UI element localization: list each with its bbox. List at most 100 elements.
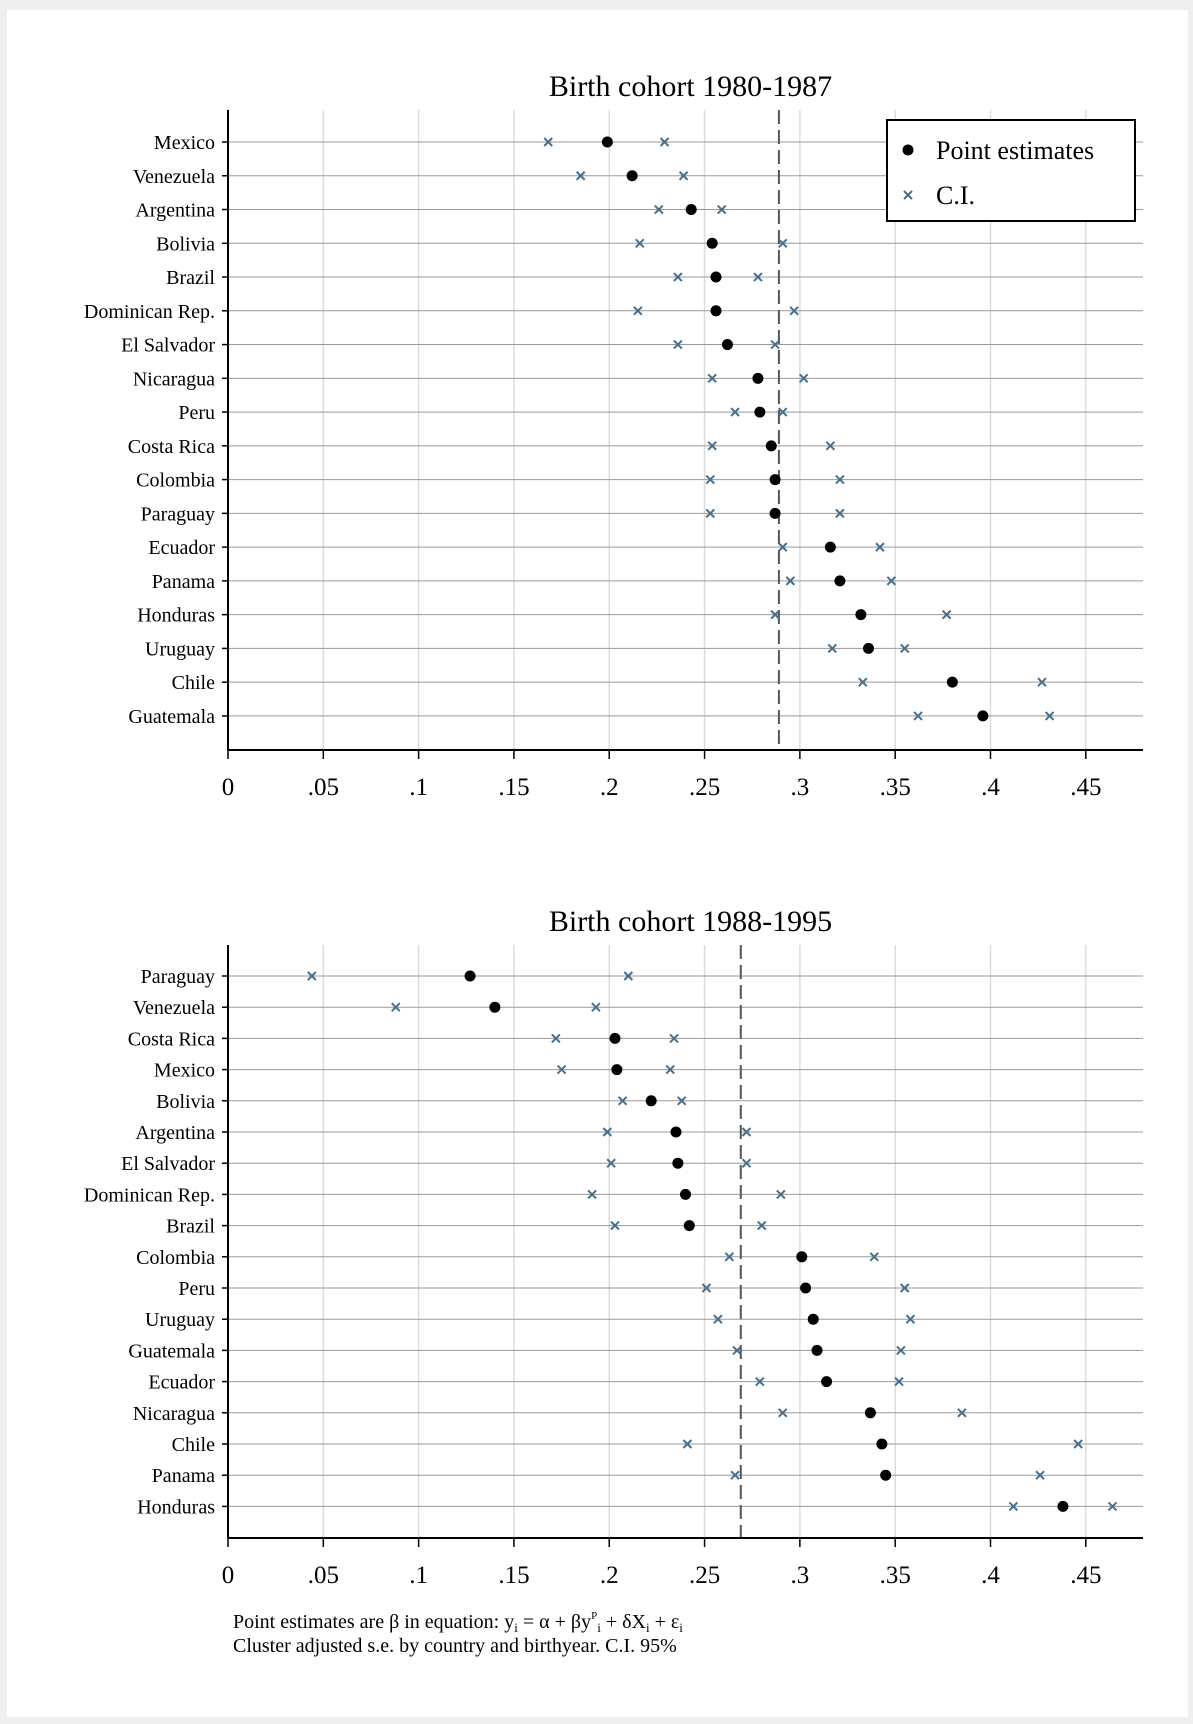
ci-marker [678,171,689,181]
x-tick-label: .4 [981,1562,1000,1589]
category-label: Argentina [135,200,215,222]
panel-cohort-1988-1995: 0 .05 .1 .15 .2 .25 .3 .35 .4 .45 Birth cohort 198… [84,905,1143,1589]
x-tick-label: .15 [498,774,529,801]
ci-marker [659,137,670,147]
x-tick-label: .45 [1070,774,1101,801]
chart-title: Birth cohort 1988-1995 [549,905,832,938]
ci-marker [770,609,780,620]
ci-marker [556,1064,567,1075]
ci-marker [682,1439,693,1449]
category-label: Venezuela [133,166,215,188]
x-tick-label: .05 [308,774,339,801]
ci-marker [941,609,952,620]
x-tick-label: .4 [981,774,1000,801]
point-estimate [855,609,867,621]
category-label: Nicaragua [133,368,215,390]
category-label: Colombia [136,1247,215,1269]
ci-marker [717,204,727,215]
category-label: Costa Rica [128,1028,215,1050]
point-estimate [769,507,781,519]
point-estimate [706,237,718,249]
ci-marker [587,1189,597,1200]
category-label: Brazil [166,267,215,289]
ci-marker [1073,1439,1083,1449]
ci-marker [900,1283,910,1293]
figure-svg: 0 .05 .1 .15 .2 .25 .3 .35 .4 .45 Birth cohort 198… [84,70,1143,1657]
ci-marker [551,1033,561,1044]
category-label: Brazil [166,1216,215,1238]
point-estimate [880,1469,892,1481]
category-label: Mexico [154,1060,215,1082]
point-estimate [710,305,722,317]
ci-marker [755,1376,765,1387]
ci-marker [707,373,717,384]
ci-marker [623,971,634,981]
category-label: Dominican Rep. [84,301,215,323]
legend-point-marker [902,144,914,156]
ci-marker [776,1189,786,1200]
point-estimate [1057,1500,1069,1512]
category-label: Guatemala [128,1340,215,1362]
ci-marker [827,643,837,654]
category-label: Chile [172,672,215,694]
ci-marker [835,474,845,485]
x-tick-label: .15 [498,1562,529,1589]
point-estimate [864,1407,876,1419]
category-label: Chile [172,1434,215,1456]
ci-marker [591,1002,601,1012]
ci-marker [673,272,683,282]
category-label: Costa Rica [128,436,215,458]
ci-marker [778,542,788,552]
ci-marker [724,1252,735,1262]
category-label: Nicaragua [133,1403,215,1425]
ci-marker [741,1158,752,1168]
ci-marker [701,1283,712,1293]
ci-marker [778,407,788,417]
category-label: Uruguay [145,638,215,660]
ci-marker [705,474,715,485]
panel-cohort-1980-1987: 0 .05 .1 .15 .2 .25 .3 .35 .4 .45 Birth cohort 198… [84,70,1143,801]
note-line-2: Cluster adjusted s.e. by country and bir… [233,1635,677,1657]
category-label: Bolivia [156,233,215,255]
chart-title: Birth cohort 1980-1987 [549,70,832,103]
ci-marker [770,339,780,350]
category-label: Ecuador [148,1372,215,1394]
point-estimate [752,372,764,384]
category-label: Colombia [136,470,215,492]
point-estimate [800,1282,812,1294]
point-estimate [796,1251,808,1263]
ci-marker [307,971,317,981]
ci-marker [602,1127,613,1137]
category-label: Panama [152,1465,215,1487]
x-tick-label: .1 [409,774,428,801]
x-tick-label: .35 [880,774,911,801]
ci-marker [391,1002,401,1012]
category-label: Argentina [135,1122,215,1144]
ci-marker [894,1376,904,1387]
point-estimate [464,970,476,982]
x-tick-label: .45 [1070,1562,1101,1589]
legend-label: C.I. [936,181,975,210]
ci-marker [900,643,910,654]
ci-marker [778,238,788,248]
point-estimate [626,170,638,182]
x-tick-label: .05 [308,1562,339,1589]
point-estimate [946,676,958,688]
footnote: Point estimates are β in equation: yi = … [233,1610,683,1657]
ci-marker [633,306,643,316]
ci-marker [665,1064,675,1075]
category-label: El Salvador [121,1153,215,1175]
ci-marker [654,204,664,215]
ci-marker [875,542,885,552]
ci-marker [835,508,845,519]
point-estimate [645,1095,657,1107]
point-estimate [710,271,722,283]
ci-marker [606,1158,616,1168]
ci-marker [1035,1470,1045,1480]
category-label: Dominican Rep. [84,1184,215,1206]
category-label: Bolivia [156,1091,215,1113]
ci-marker [617,1096,628,1106]
ci-marker [1008,1501,1019,1512]
ci-marker [732,1345,742,1356]
ci-marker [896,1345,906,1356]
